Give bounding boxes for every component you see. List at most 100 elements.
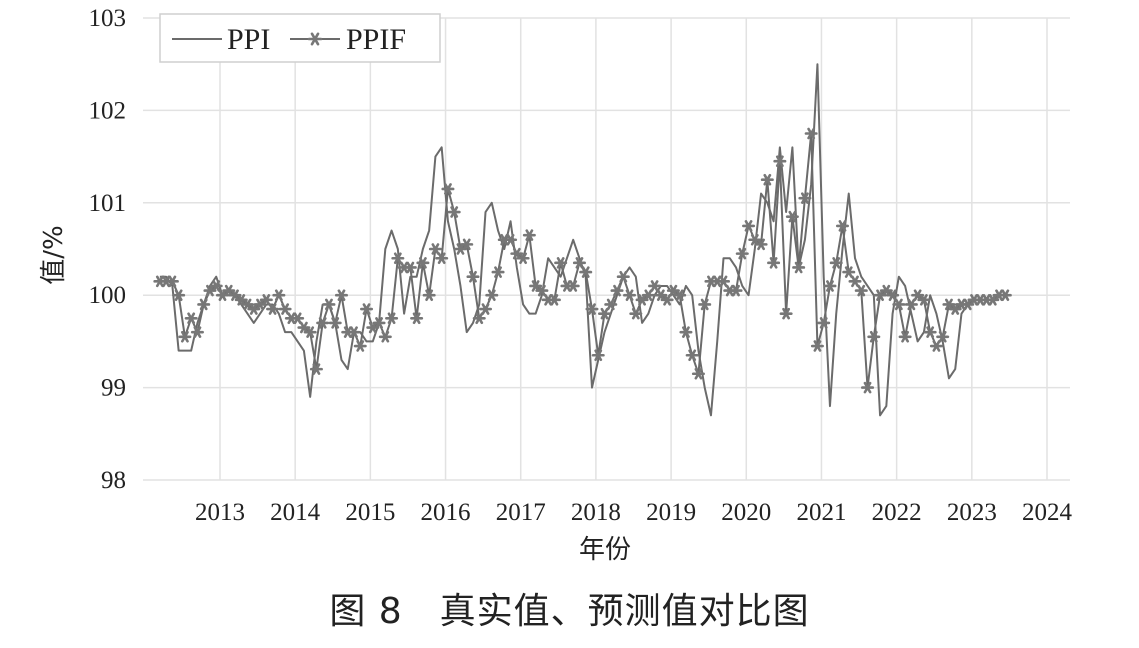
legend: PPI PPIF [159, 13, 441, 63]
legend-ppi-label: PPI [227, 23, 270, 56]
data-point-ppif [535, 284, 549, 297]
x-tick-label: 2018 [571, 499, 621, 526]
data-point-ppif [898, 330, 912, 343]
data-point-ppif [479, 303, 493, 315]
y-tick-label: 101 [89, 190, 127, 217]
data-point-ppif [547, 294, 561, 306]
y-tick-label: 99 [101, 375, 126, 402]
data-point-ppif [748, 233, 762, 246]
data-point-ppif [936, 330, 950, 343]
data-point-ppif [403, 261, 417, 274]
x-tick-label: 2013 [195, 499, 245, 526]
legend-asterisk-marker [307, 32, 323, 46]
series-line-ppi [159, 63, 969, 417]
data-point-ppif [673, 289, 687, 302]
data-point-ppif [504, 233, 518, 246]
data-point-ppif [472, 312, 486, 325]
data-point-ppif [491, 266, 505, 278]
data-point-ppif [522, 229, 536, 241]
data-point-ppif [666, 284, 680, 297]
data-point-ppif [929, 340, 943, 352]
data-point-ppif [291, 312, 305, 325]
data-point-ppif [572, 257, 586, 269]
data-point-ppif [485, 289, 499, 302]
data-point-ppif [610, 284, 624, 297]
data-point-ppif [779, 307, 793, 320]
data-point-ppif [278, 303, 292, 315]
data-point-ppif [648, 280, 662, 292]
data-point-ppif [767, 257, 781, 269]
data-point-ppif [685, 349, 699, 362]
data-point-ppif [998, 289, 1012, 302]
legend-ppif-label: PPIF [346, 23, 406, 56]
x-tick-label: 2017 [496, 499, 546, 526]
data-point-ppif [266, 303, 280, 315]
data-point-ppif [848, 275, 862, 288]
data-point-ppif [735, 247, 749, 260]
data-point-ppif [742, 220, 756, 232]
data-point-ppif [184, 312, 198, 325]
y-tick-label: 98 [101, 467, 126, 494]
data-point-ppif [447, 206, 461, 218]
data-point-ppif [904, 298, 918, 311]
data-point-ppif [316, 317, 330, 329]
data-point-ppif [165, 275, 179, 288]
data-point-ppif [785, 210, 799, 223]
x-tick-label: 2020 [721, 499, 771, 526]
data-point-ppif [209, 280, 223, 292]
x-tick-label: 2014 [270, 499, 321, 526]
data-point-ppif [272, 289, 286, 302]
figure-caption: 图 8 真实值、预测值对比图 [329, 591, 810, 632]
data-point-ppif [867, 330, 881, 343]
data-point-ppif [892, 298, 906, 311]
data-point-ppif [303, 326, 317, 338]
y-tick-label: 102 [89, 97, 127, 124]
data-point-ppif [698, 298, 712, 311]
data-point-ppif [410, 312, 424, 325]
y-tick-labels: 98 99 100 101 102 103 [89, 5, 127, 494]
data-point-ppif [466, 270, 480, 283]
data-point-ppif [923, 326, 937, 338]
data-point-ppif [623, 289, 637, 302]
data-point-ppif [172, 289, 186, 302]
legend-ppif-marker [307, 32, 323, 46]
data-point-ppif [817, 317, 831, 329]
data-point-ppif [428, 243, 442, 255]
data-point-ppif [823, 280, 837, 292]
data-point-ppif [598, 307, 612, 320]
data-point-ppif [798, 192, 812, 204]
data-point-ppif [435, 252, 449, 265]
data-point-ppif [309, 363, 323, 375]
data-point-ppif [842, 266, 856, 278]
data-point-ppif [886, 289, 900, 302]
data-point-ppif [360, 303, 374, 315]
data-point-ppif [178, 330, 192, 343]
data-point-ppif [641, 289, 655, 302]
x-tick-label: 2023 [947, 499, 997, 526]
data-point-ppif [347, 326, 361, 338]
data-point-ppif [190, 326, 204, 338]
data-point-ppif [792, 261, 806, 274]
data-point-ppif [372, 317, 386, 329]
x-axis-title: 年份 [579, 535, 631, 565]
data-point-ppif [516, 252, 530, 265]
data-point-ppif [591, 349, 605, 362]
data-point-ppif [691, 367, 705, 380]
data-point-ppif [679, 326, 693, 338]
data-point-ppif [773, 155, 787, 168]
data-point-ppif [441, 183, 455, 195]
data-point-ppif [754, 238, 768, 251]
data-point-ppif [460, 238, 474, 251]
data-point-ppif [259, 294, 273, 306]
data-point-ppif [378, 330, 392, 343]
data-point-ppif [604, 298, 618, 311]
x-tick-label: 2024 [1022, 499, 1073, 526]
x-tick-label: 2015 [345, 499, 395, 526]
data-point-ppif [660, 294, 674, 306]
data-point-ppif [566, 280, 580, 292]
data-point-ppif [334, 289, 348, 302]
x-tick-label: 2022 [872, 499, 922, 526]
y-tick-label: 100 [89, 282, 127, 309]
data-point-ppif [197, 298, 211, 311]
